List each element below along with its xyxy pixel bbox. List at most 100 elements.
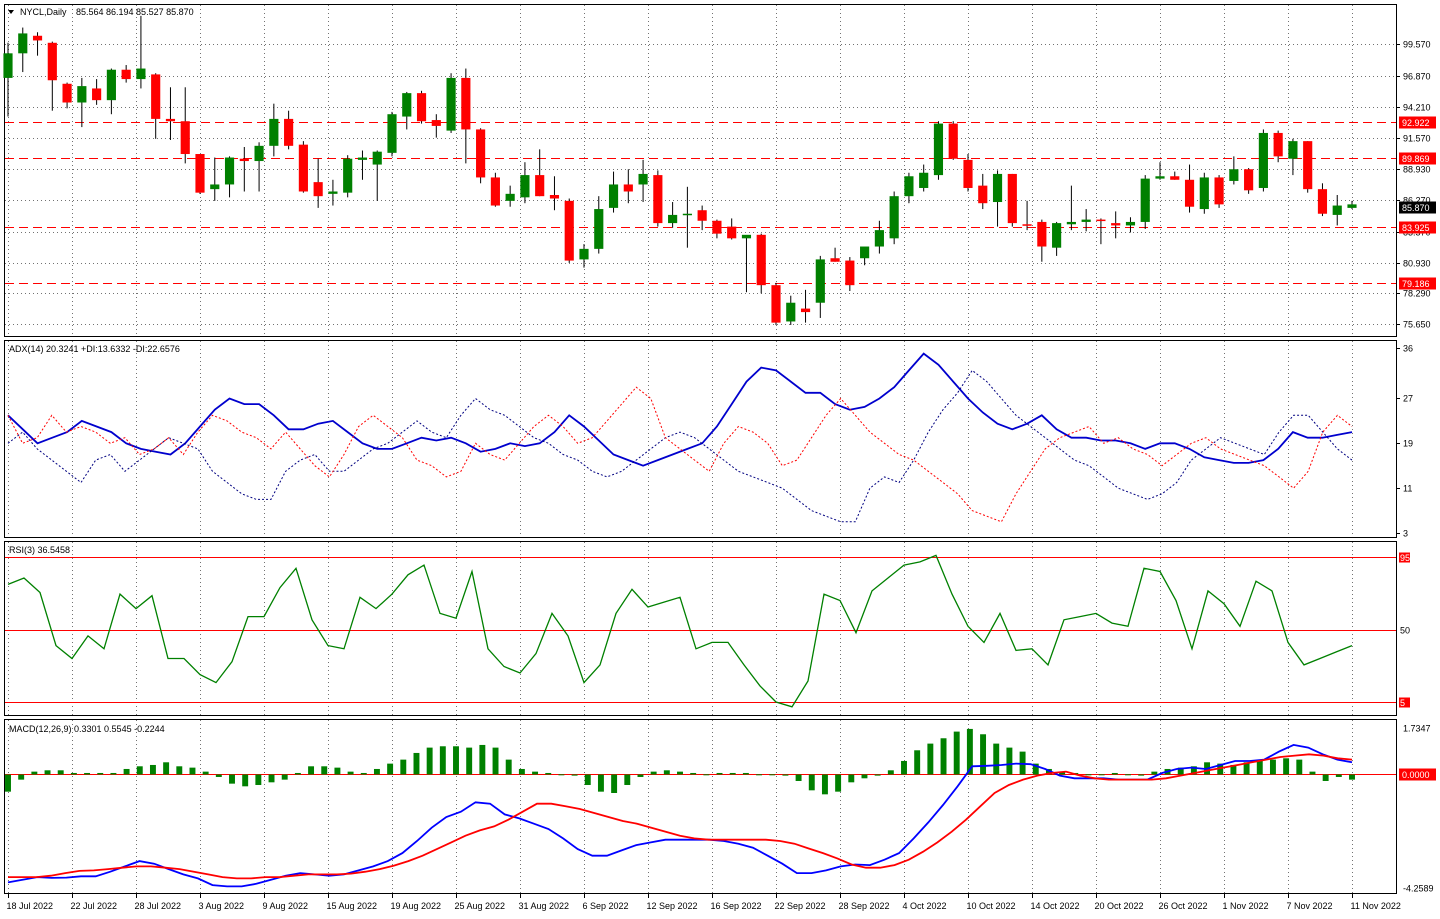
price-axis-label: 99.570: [1403, 40, 1431, 50]
macd-histogram-bar: [729, 772, 736, 775]
candle: [18, 27, 28, 73]
date-label: 7 Nov 2022: [1287, 901, 1333, 911]
macd-histogram-bar: [373, 768, 380, 775]
candle: [505, 185, 515, 207]
macd-histogram-bar: [294, 772, 301, 775]
candle: [830, 247, 840, 262]
candle-body: [771, 285, 781, 323]
macd-histogram-bar: [413, 752, 420, 775]
candle: [1184, 164, 1195, 213]
candle-body: [741, 234, 752, 239]
candle-body: [1229, 169, 1239, 181]
candle-body: [3, 53, 13, 78]
macd-histogram-bar: [874, 774, 881, 776]
candle-body: [416, 93, 427, 122]
candle-body: [1066, 221, 1076, 225]
candle: [1170, 171, 1180, 180]
candle-body: [343, 158, 353, 193]
candle: [1125, 217, 1136, 233]
candle: [136, 15, 146, 89]
macd-histogram-bar: [756, 774, 763, 776]
candle-body: [535, 175, 545, 197]
macd-histogram-bar: [663, 770, 670, 775]
macd-histogram-bar: [940, 738, 947, 775]
candle: [904, 172, 914, 204]
macd-histogram-bar: [360, 772, 367, 775]
candle: [712, 219, 722, 239]
candle: [594, 196, 604, 254]
candle-body: [874, 230, 884, 247]
candle: [564, 198, 574, 263]
candle-body: [239, 158, 249, 162]
macd-histogram-bar: [5, 774, 11, 792]
date-label: 22 Jul 2022: [71, 901, 118, 911]
candle-body: [77, 86, 87, 103]
macd-histogram-bar: [901, 760, 907, 775]
candle-body: [254, 145, 264, 162]
candle: [800, 289, 811, 323]
candle-body: [446, 77, 456, 131]
candle-body: [1140, 178, 1150, 222]
date-label: 28 Sep 2022: [839, 901, 890, 911]
candle: [3, 42, 13, 117]
macd-histogram-bar: [835, 774, 842, 792]
macd-histogram-bar: [1256, 760, 1263, 775]
candle-body: [18, 33, 28, 54]
macd-histogram-bar: [308, 766, 315, 775]
candle-body: [1332, 205, 1342, 215]
candle-body: [165, 118, 176, 122]
macd-histogram-bar: [1335, 774, 1342, 777]
candle: [1347, 200, 1357, 210]
candle-body: [904, 176, 914, 197]
price-pane-border: [4, 4, 1397, 337]
candle-body: [815, 259, 825, 303]
candle-body: [579, 248, 589, 260]
candle-body: [298, 144, 308, 192]
macd-histogram-bar: [229, 774, 235, 784]
candle-body: [195, 154, 205, 193]
candle: [579, 244, 589, 268]
candle: [978, 173, 988, 210]
candle: [165, 87, 176, 140]
macd-histogram-bar: [1309, 771, 1316, 775]
macd-histogram-bar: [518, 768, 525, 775]
candle: [461, 68, 471, 164]
rsi-gridlines: [8, 542, 1353, 715]
candle: [195, 154, 205, 194]
macd-histogram-bar: [611, 774, 618, 793]
macd-histogram-bar: [1296, 759, 1303, 775]
macd-histogram-bar: [242, 774, 249, 787]
macd-histogram-bar: [545, 772, 552, 775]
symbol-menu-icon[interactable]: [8, 10, 14, 14]
level-tag: [1399, 152, 1436, 165]
candle-body: [682, 213, 692, 216]
rsi-level-tag: [1399, 697, 1410, 708]
candle: [1052, 221, 1062, 256]
macd-histogram-bar: [189, 767, 196, 775]
macd-histogram-bar: [439, 746, 446, 775]
candle-body: [1273, 132, 1283, 157]
rsi-lines: [7, 554, 1353, 708]
macd-histogram-bar: [321, 766, 328, 775]
candle-body: [1111, 223, 1121, 226]
macd-histogram-bar: [1032, 763, 1039, 775]
macd-histogram-bar: [993, 743, 1000, 775]
price-gridlines: [5, 5, 1396, 336]
price-axis-label: 88.930: [1403, 165, 1431, 175]
candle: [1317, 183, 1328, 217]
macd-gridlines: [8, 720, 1353, 893]
candle: [1022, 200, 1032, 231]
candle-body: [121, 69, 131, 80]
candle: [623, 169, 633, 204]
candle-body: [845, 260, 855, 286]
candle-body: [1081, 219, 1091, 222]
adx-series-line: [7, 386, 1353, 523]
candle-body: [697, 210, 707, 221]
macd-histogram-bar: [255, 774, 262, 785]
macd-histogram-bar: [1243, 762, 1250, 775]
price-axis-label: 94.210: [1403, 103, 1431, 113]
candle: [933, 121, 944, 180]
candle-body: [461, 77, 471, 130]
macd-histogram-bar: [70, 772, 77, 775]
